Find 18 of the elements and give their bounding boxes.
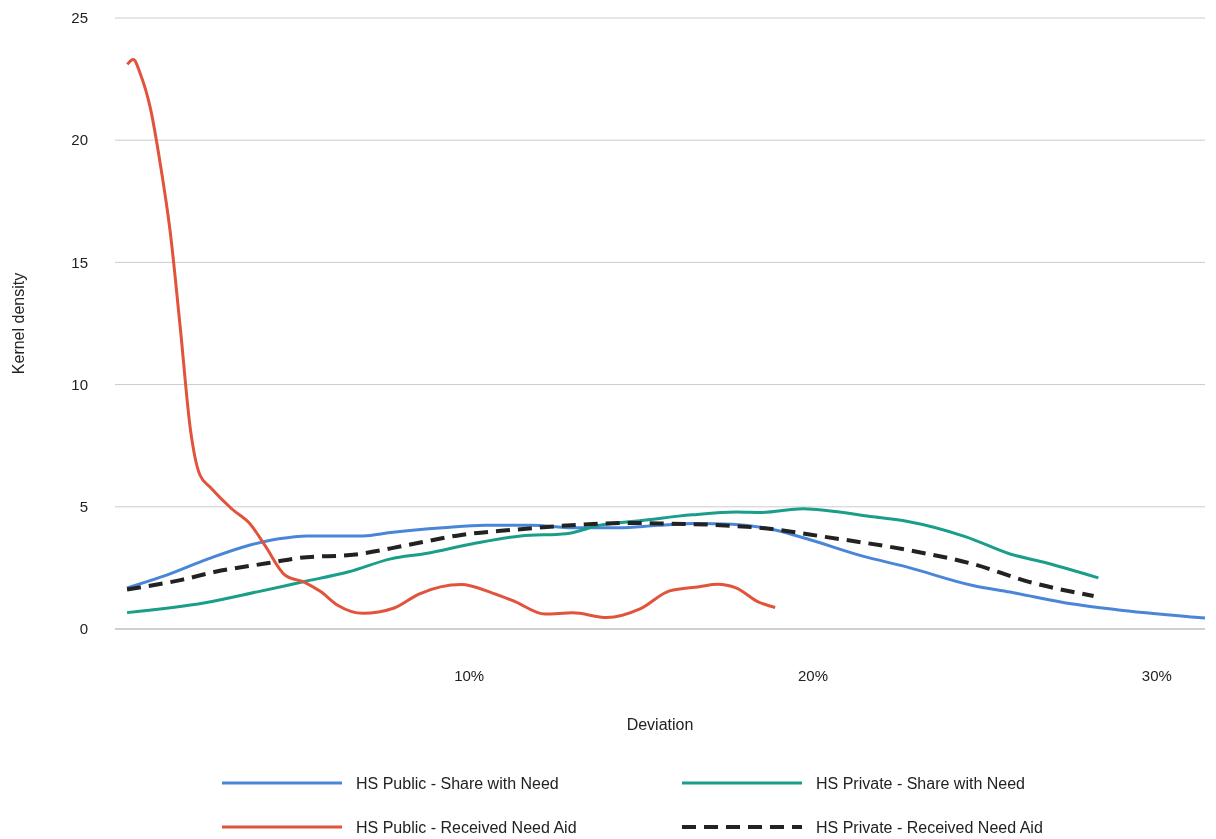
y-tick-label: 25: [71, 9, 88, 27]
legend-label: HS Public - Received Need Aid: [356, 818, 577, 836]
y-axis-title: Kernel density: [10, 272, 27, 375]
x-tick-label: 20%: [798, 667, 829, 684]
y-tick-label: 10: [71, 375, 88, 393]
y-tick-label: 20: [71, 131, 88, 149]
legend-label: HS Private - Received Need Aid: [816, 818, 1043, 836]
y-tick-label: 0: [79, 620, 88, 638]
x-axis-title: Deviation: [626, 716, 694, 733]
legend-label: HS Private - Share with Need: [816, 774, 1025, 792]
line-series: [125, 520, 1096, 599]
line-series: [125, 58, 777, 620]
y-tick-label: 5: [79, 498, 88, 516]
legend-label: HS Public - Share with Need: [356, 774, 559, 792]
line-series: [125, 507, 1100, 615]
y-tick-label: 15: [71, 253, 88, 271]
x-tick-label: 10%: [454, 667, 485, 684]
x-tick-label: 30%: [1141, 667, 1172, 684]
